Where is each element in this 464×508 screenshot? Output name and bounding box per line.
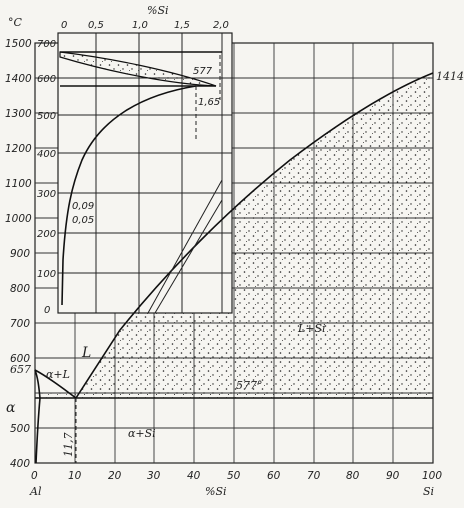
al-melting-label: 657 (10, 363, 31, 376)
x-right-label: Si (423, 485, 434, 498)
inset-y-tick: 300 (37, 189, 56, 200)
y-tick: 800 (10, 283, 30, 295)
inset-link-1 (147, 179, 223, 314)
y-tick: 900 (10, 248, 30, 260)
y-tick: 1000 (5, 213, 32, 225)
x-tick: 80 (346, 470, 360, 482)
inset-x-tick: 1,0 (132, 20, 148, 31)
inset-x-ticks: 0 0,5 1,0 1,5 2,0 (61, 20, 229, 31)
alpha-solidus-curve (34, 369, 41, 399)
x-axis-label: %Si (205, 485, 227, 498)
alpha-solvus-curve (35, 397, 41, 464)
inset-x-tick: 1,5 (174, 20, 190, 31)
y-tick: 1200 (5, 143, 32, 155)
inset-y-tick: 100 (37, 269, 56, 280)
phase-alpha-label: α (6, 400, 16, 416)
inset-solubility-label: 1,65 (198, 97, 220, 108)
inset-y-tick: 200 (37, 229, 56, 240)
inset-y-tick: 0 (44, 305, 50, 316)
phase-alpha-si-label: α+Si (128, 427, 156, 440)
l-si-region (76, 73, 433, 398)
phase-l-si-label: L+Si (297, 322, 326, 335)
inset-y-tick: 400 (37, 149, 56, 160)
y-tick: 500 (10, 423, 30, 435)
x-left-label: Al (29, 485, 42, 498)
inset-y-tick: 600 (37, 74, 56, 85)
inset-panel (57, 32, 233, 314)
main-x-ticks: 0 10 20 30 40 50 60 70 80 90 100 (31, 470, 442, 482)
inset-x-tick: 2,0 (213, 20, 229, 31)
y-tick: 600 (10, 353, 30, 365)
inset-link-2 (154, 199, 223, 314)
phase-l-label: L (81, 345, 91, 361)
inset-y-tick: 700 (37, 39, 56, 50)
al-liquidus-curve (34, 369, 77, 399)
inset-solvus-curve (61, 85, 197, 306)
x-tick: 50 (227, 470, 241, 482)
inset-y-tick: 500 (37, 111, 56, 122)
main-y-ticks: 1500 1400 1300 1200 1100 1000 900 800 70… (5, 38, 32, 470)
y-tick: 1500 (5, 38, 32, 50)
si-melting-label: 1414° (436, 70, 464, 83)
inset-eutectic-label: 577 (193, 66, 213, 77)
eutectic-x-label: 11,7 (62, 433, 75, 458)
x-tick: 90 (386, 470, 400, 482)
inset-x-tick: 0,5 (88, 20, 104, 31)
inset-point-label-2: 0,05 (72, 215, 94, 226)
x-tick: 0 (31, 470, 38, 482)
x-tick: 70 (307, 470, 321, 482)
y-tick: 1100 (5, 178, 32, 190)
eutectic-band (35, 393, 433, 398)
y-unit-label: °C (8, 16, 23, 29)
x-tick: 10 (68, 470, 82, 482)
x-tick: 60 (267, 470, 281, 482)
x-tick: 20 (108, 470, 122, 482)
inset-x-tick: 0 (61, 20, 67, 31)
x-tick: 40 (187, 470, 201, 482)
x-tick: 30 (147, 470, 161, 482)
inset-y-ticks: 700 600 500 400 300 200 100 0 (37, 39, 56, 316)
si-liquidus-curve (75, 72, 434, 399)
inset-point-label-1: 0,09 (72, 201, 94, 212)
y-tick: 700 (10, 318, 30, 330)
inset-x-axis-label: %Si (147, 4, 169, 17)
y-tick: 1400 (5, 73, 32, 85)
eutectic-temp-label: 577° (236, 379, 263, 392)
y-tick: 1300 (5, 108, 32, 120)
phase-alpha-l-label: α+L (46, 368, 70, 381)
y-tick: 400 (10, 458, 30, 470)
x-tick: 100 (422, 470, 442, 482)
